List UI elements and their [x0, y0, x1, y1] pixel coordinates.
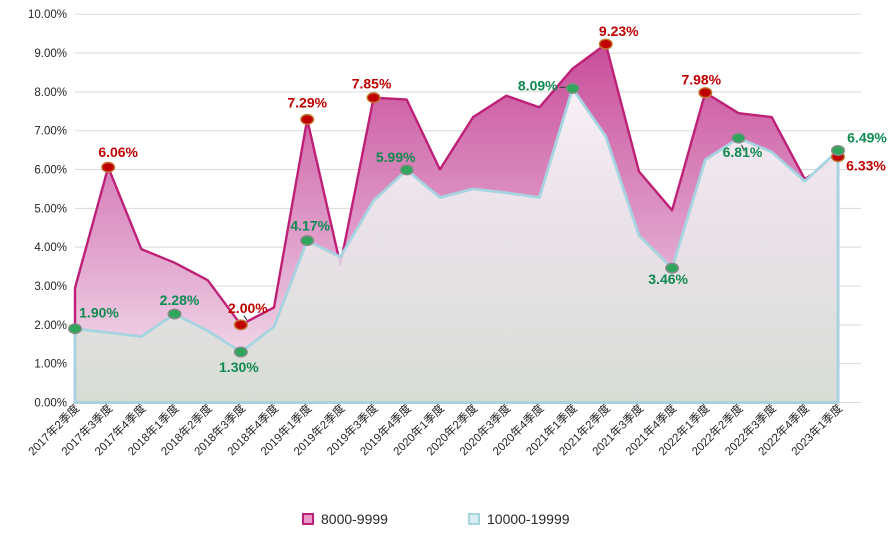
- 8000-9999-data-point-marker: [233, 319, 248, 331]
- 10000-19999-data-point-marker: [399, 164, 414, 176]
- y-axis-label: 4.00%: [34, 242, 67, 254]
- 8000-9999-data-point-marker: [300, 113, 315, 125]
- legend-swatch-10000-19999: [468, 513, 480, 525]
- 10000-19999-data-point-label: 6.49%: [847, 129, 887, 145]
- 10000-19999-data-point-label: 6.81%: [723, 144, 763, 160]
- y-axis-label: 2.00%: [34, 320, 67, 332]
- chart-legend: 8000-9999 10000-19999: [0, 511, 893, 535]
- 8000-9999-data-point-marker: [366, 92, 381, 104]
- y-axis-label: 0.00%: [34, 398, 67, 410]
- 10000-19999-data-point-marker: [731, 132, 746, 144]
- 10000-19999-data-point-label: 5.99%: [376, 149, 416, 165]
- y-axis-label: 7.00%: [34, 126, 67, 138]
- y-axis-label: 3.00%: [34, 281, 67, 293]
- 10000-19999-data-point-label: 1.30%: [219, 359, 259, 375]
- 10000-19999-data-point-label: 2.28%: [160, 292, 200, 308]
- y-axis-label: 1.00%: [34, 359, 67, 371]
- quarterly-rate-area-chart: 0.00% 1.00% 2.00% 3.00% 4.00% 5.00% 6.00% 7.00%…: [25, 9, 887, 458]
- 8000-9999-data-point-marker: [698, 87, 713, 99]
- 10000-19999-data-point-label: 3.46%: [648, 271, 688, 287]
- 10000-19999-data-point-marker: [67, 323, 82, 335]
- label-leader-line: [740, 144, 746, 152]
- y-axis-label: 6.00%: [34, 165, 67, 177]
- legend-item-10000-19999: 10000-19999: [468, 511, 570, 527]
- y-axis-label: 9.00%: [34, 48, 67, 60]
- legend-swatch-8000-9999: [302, 513, 314, 525]
- 8000-9999-data-point-label: 2.00%: [228, 300, 268, 316]
- 10000-19999-data-point-label: 8.09%: [518, 77, 558, 93]
- 8000-9999-data-point-label: 6.33%: [846, 158, 886, 174]
- label-leader-line: [243, 315, 248, 321]
- legend-label-10000-19999: 10000-19999: [487, 511, 570, 527]
- 8000-9999-data-point-label: 7.98%: [681, 72, 721, 88]
- y-axis-label: 8.00%: [34, 87, 67, 99]
- 8000-9999-data-point-marker: [598, 38, 613, 50]
- 8000-9999-data-point-label: 6.06%: [98, 144, 138, 160]
- 10000-19999-data-point-marker: [167, 308, 182, 320]
- y-axis-label: 5.00%: [34, 203, 67, 215]
- legend-item-8000-9999: 8000-9999: [302, 511, 388, 527]
- 8000-9999-data-point-label: 7.29%: [287, 94, 327, 110]
- legend-label-8000-9999: 8000-9999: [321, 511, 388, 527]
- 10000-19999-data-point-marker: [233, 346, 248, 358]
- 10000-19999-data-point-marker: [831, 144, 846, 156]
- 8000-9999-data-point-marker: [101, 161, 116, 173]
- 8000-9999-data-point-label: 7.85%: [352, 76, 392, 92]
- 10000-19999-data-point-marker: [665, 262, 680, 274]
- 10000-19999-area-series: [73, 87, 840, 404]
- 8000-9999-data-point-label: 9.23%: [599, 23, 639, 39]
- 10000-19999-data-point-label: 4.17%: [290, 218, 330, 234]
- 10000-19999-data-point-marker: [565, 82, 580, 94]
- 10000-19999-data-point-label: 1.90%: [79, 305, 119, 321]
- 10000-19999-data-point-marker: [300, 235, 315, 247]
- y-axis-label: 10.00%: [28, 9, 67, 21]
